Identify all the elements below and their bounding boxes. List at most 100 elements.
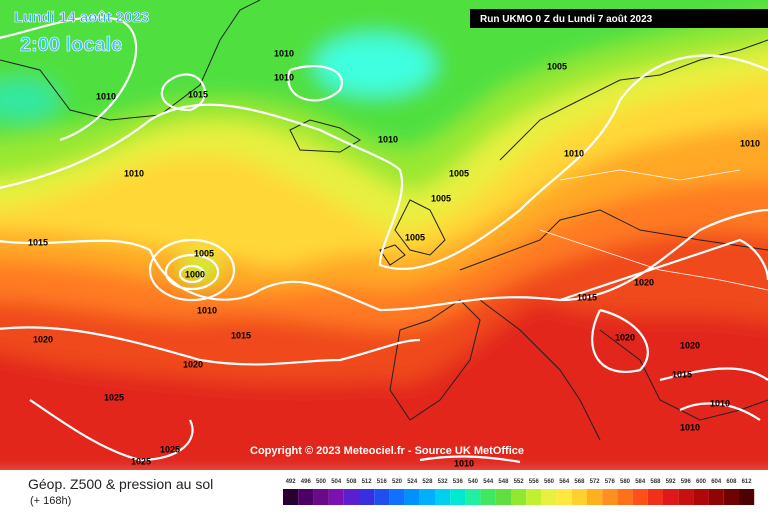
scale-swatch bbox=[283, 489, 299, 505]
scale-swatch bbox=[404, 489, 420, 505]
isobar-label: 1015 bbox=[672, 369, 692, 379]
scale-label: 572 bbox=[590, 479, 601, 485]
scale-swatch bbox=[647, 489, 663, 505]
isobar-labels: 1010 1010 1010 1015 1005 1010 1010 1010 1010 1005… bbox=[28, 48, 760, 468]
isobar-label: 1020 bbox=[615, 332, 635, 342]
isobar-label: 1010 bbox=[454, 458, 474, 468]
isobar-label: 1010 bbox=[680, 422, 700, 432]
run-label: Run UKMO 0 Z du Lundi 7 août 2023 bbox=[480, 14, 653, 25]
isobar-label: 1020 bbox=[183, 359, 203, 369]
isobars bbox=[0, 16, 768, 464]
scale-label: 504 bbox=[331, 479, 342, 485]
isobar-label: 1010 bbox=[710, 398, 730, 408]
isobar-label: 1000 bbox=[185, 269, 205, 279]
color-scale: 492 496 500 504 508 512 516 520 524 528 532 536 540 5… bbox=[283, 479, 755, 505]
scale-swatch bbox=[359, 489, 375, 505]
scale-label: 528 bbox=[422, 479, 433, 485]
scale-label: 592 bbox=[666, 479, 677, 485]
scale-label: 604 bbox=[711, 479, 722, 485]
isobar-label: 1005 bbox=[431, 193, 451, 203]
scale-label: 560 bbox=[544, 479, 555, 485]
scale-label: 492 bbox=[286, 479, 297, 485]
scale-label: 568 bbox=[574, 479, 585, 485]
scale-label: 600 bbox=[696, 479, 707, 485]
scale-label: 532 bbox=[438, 479, 449, 485]
copyright: Copyright © 2023 Meteociel.fr - Source U… bbox=[250, 445, 524, 457]
isobar-label: 1025 bbox=[104, 392, 124, 402]
isobar-label: 1010 bbox=[124, 168, 144, 178]
scale-swatch bbox=[374, 489, 390, 505]
scale-label: 576 bbox=[605, 479, 616, 485]
scale-swatch bbox=[343, 489, 359, 505]
isobar-label: 1010 bbox=[564, 148, 584, 158]
isobar-label: 1005 bbox=[405, 232, 425, 242]
scale-swatch bbox=[617, 489, 633, 505]
scale-swatch bbox=[663, 489, 679, 505]
scale-swatch bbox=[541, 489, 557, 505]
scale-label: 552 bbox=[514, 479, 525, 485]
isobar-label: 1010 bbox=[740, 138, 760, 148]
scale-swatch bbox=[465, 489, 481, 505]
isobar-label: 1010 bbox=[96, 91, 116, 101]
isobar-label: 1010 bbox=[197, 305, 217, 315]
scale-swatch bbox=[571, 489, 587, 505]
scale-label: 588 bbox=[650, 479, 661, 485]
scale-swatch bbox=[739, 489, 755, 505]
scale-label: 540 bbox=[468, 479, 479, 485]
scale-label: 580 bbox=[620, 479, 631, 485]
footer-title: Géop. Z500 & pression au sol bbox=[28, 476, 213, 492]
scale-label: 612 bbox=[742, 479, 753, 485]
scale-swatch bbox=[526, 489, 542, 505]
geopotential-field bbox=[0, 0, 768, 480]
footer-subtitle: (+ 168h) bbox=[30, 495, 71, 507]
isobar-label: 1015 bbox=[577, 292, 597, 302]
scale-label: 496 bbox=[301, 479, 312, 485]
scale-label: 548 bbox=[498, 479, 509, 485]
scale-swatch bbox=[602, 489, 618, 505]
run-box bbox=[470, 9, 768, 28]
scale-label: 500 bbox=[316, 479, 327, 485]
isobar-label: 1025 bbox=[160, 444, 180, 454]
isobar-label: 1020 bbox=[33, 334, 53, 344]
coastlines bbox=[0, 0, 768, 441]
scale-label: 520 bbox=[392, 479, 403, 485]
local-time: 2:00 locale bbox=[20, 34, 122, 56]
scale-swatch bbox=[328, 489, 344, 505]
scale-label: 544 bbox=[483, 479, 494, 485]
scale-label: 608 bbox=[726, 479, 737, 485]
scale-label: 536 bbox=[453, 479, 464, 485]
isobar-label: 1020 bbox=[634, 277, 654, 287]
isobar-label: 1005 bbox=[547, 61, 567, 71]
scale-swatch bbox=[450, 489, 466, 505]
scale-swatch bbox=[693, 489, 709, 505]
date: Lundi 14 août 2023 bbox=[14, 9, 149, 26]
scale-label: 564 bbox=[559, 479, 570, 485]
isobar-label: 1020 bbox=[680, 340, 700, 350]
scale-label: 508 bbox=[346, 479, 357, 485]
scale-label: 596 bbox=[681, 479, 692, 485]
scale-swatch bbox=[480, 489, 496, 505]
scale-swatch bbox=[632, 489, 648, 505]
scale-label: 524 bbox=[407, 479, 418, 485]
scale-swatch bbox=[708, 489, 724, 505]
isobar-label: 1015 bbox=[188, 89, 208, 99]
isobar-label: 1025 bbox=[131, 456, 151, 466]
isobar-label: 1010 bbox=[274, 48, 294, 58]
scale-swatch bbox=[495, 489, 511, 505]
isobar-label: 1010 bbox=[274, 72, 294, 82]
scale-swatch bbox=[556, 489, 572, 505]
isobar-label: 1005 bbox=[194, 248, 214, 258]
scale-label: 584 bbox=[635, 479, 646, 485]
scale-swatch bbox=[678, 489, 694, 505]
scale-label: 512 bbox=[362, 479, 373, 485]
scale-swatch bbox=[389, 489, 405, 505]
scale-swatch bbox=[313, 489, 329, 505]
scale-swatch bbox=[511, 489, 527, 505]
isobar-label: 1015 bbox=[231, 330, 251, 340]
isobar-label: 1015 bbox=[28, 237, 48, 247]
isobar-label: 1010 bbox=[378, 134, 398, 144]
scale-swatch bbox=[723, 489, 739, 505]
scale-swatch bbox=[298, 489, 314, 505]
scale-label: 516 bbox=[377, 479, 388, 485]
